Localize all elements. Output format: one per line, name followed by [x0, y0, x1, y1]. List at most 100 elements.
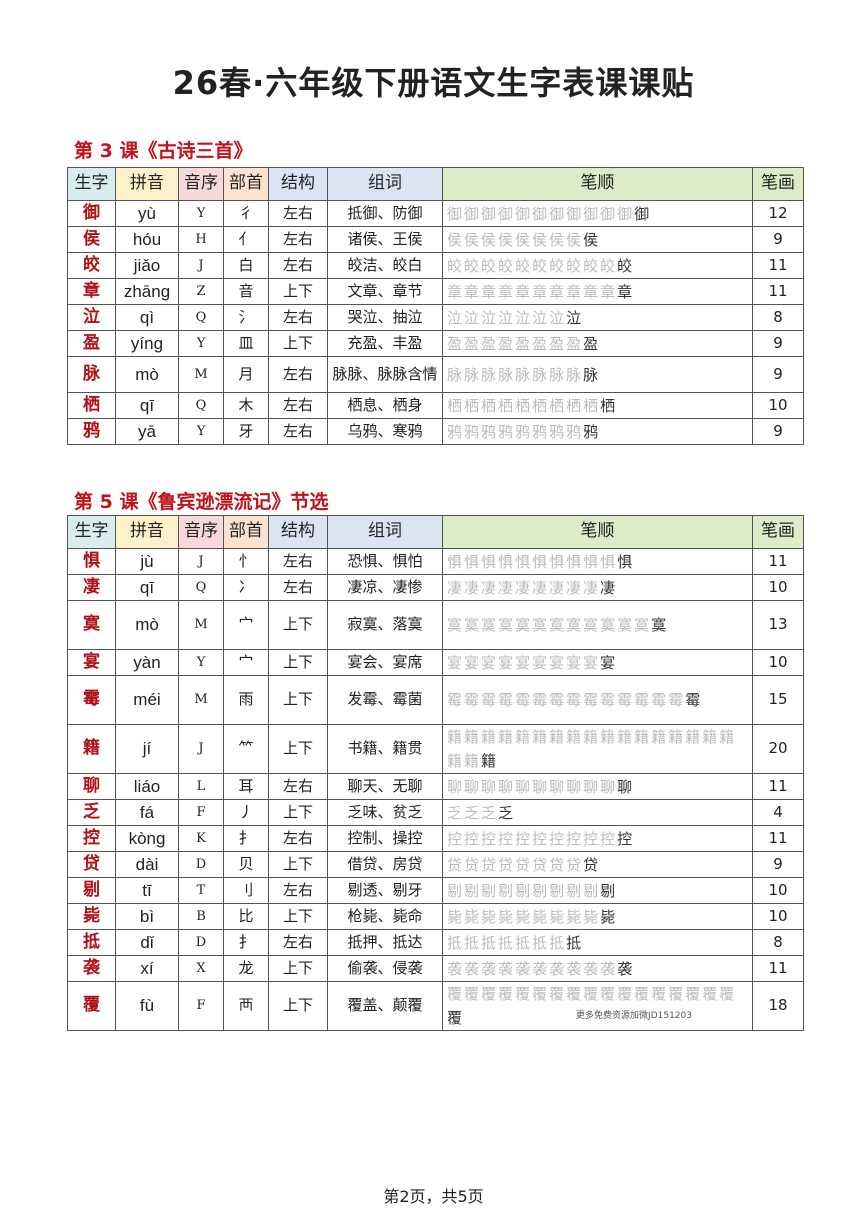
stroke-step: 袭: [515, 959, 533, 978]
stroke-step: 毙: [481, 907, 499, 926]
stroke-step: 籍: [464, 728, 482, 746]
stroke-step: 脉: [549, 365, 567, 384]
stroke-step: 剔: [549, 881, 567, 900]
stroke-step: 覆: [498, 985, 516, 1003]
cell-stroke-count: 9: [752, 356, 804, 393]
cell-stroke-count: 10: [752, 574, 804, 601]
cell-pinyin: yàn: [115, 649, 179, 676]
cell-initial: L: [178, 773, 224, 800]
lesson-3-title: 第 3 课《古诗三首》: [74, 140, 253, 162]
stroke-step: 聊: [600, 777, 618, 796]
stroke-order-sequence: 袭袭袭袭袭袭袭袭袭袭袭: [442, 955, 753, 982]
stroke-step: 御: [600, 204, 618, 223]
stroke-step: 盈: [498, 334, 516, 353]
cell-pinyin: qī: [115, 392, 179, 419]
cell-radical: 耳: [223, 773, 269, 800]
stroke-step: 袭: [566, 959, 584, 978]
header-pinyin: 拼音: [115, 515, 179, 549]
stroke-step: 聊: [481, 777, 499, 796]
stroke-step: 聊: [498, 777, 516, 796]
stroke-step: 惧: [498, 552, 516, 571]
stroke-order-sequence: 侯侯侯侯侯侯侯侯侯: [442, 226, 753, 253]
cell-structure: 左右: [268, 418, 328, 445]
stroke-step: 盈: [447, 334, 465, 353]
stroke-step: 宴: [549, 653, 567, 672]
table-row: 侯 hóu H 亻左右 诸侯、王侯 侯侯侯侯侯侯侯侯侯 9: [67, 226, 804, 253]
stroke-step: 泣: [532, 308, 550, 327]
page-title: 26春·六年级下册语文生字表课课贴: [172, 64, 695, 102]
table-row: 栖 qī Q 木左右 栖息、栖身 栖栖栖栖栖栖栖栖栖栖 10: [67, 392, 804, 419]
stroke-step: 毙: [532, 907, 550, 926]
cell-pinyin: fù: [115, 981, 179, 1031]
stroke-step: 宴: [481, 653, 499, 672]
cell-structure: 左右: [268, 877, 328, 904]
cell-radical: 忄: [223, 548, 269, 575]
header-radical: 部首: [223, 167, 269, 201]
stroke-step: 贷: [549, 855, 567, 874]
cell-stroke-count: 8: [752, 304, 804, 331]
cell-character: 剔: [67, 877, 116, 904]
header-pinyin: 拼音: [115, 167, 179, 201]
stroke-step: 栖: [566, 396, 584, 415]
stroke-step: 侯: [566, 230, 584, 249]
stroke-step: 乏: [481, 803, 499, 822]
stroke-step: 盈: [515, 334, 533, 353]
cell-words: 控制、操控: [327, 825, 443, 852]
stroke-step: 聊: [549, 777, 567, 796]
cell-structure: 左右: [268, 548, 328, 575]
stroke-order-sequence: 霉霉霉霉霉霉霉霉霉霉霉霉霉霉霉: [442, 675, 753, 725]
cell-structure: 左右: [268, 392, 328, 419]
cell-initial: Y: [178, 418, 224, 445]
stroke-order-sequence: 寞寞寞寞寞寞寞寞寞寞寞寞寞: [442, 600, 753, 650]
stroke-step: 剔: [498, 881, 516, 900]
cell-stroke-count: 11: [752, 955, 804, 982]
stroke-step: 惧: [464, 552, 482, 571]
cell-structure: 上下: [268, 955, 328, 982]
table-row: 覆 fù F 襾上下 覆盖、颠覆 覆覆覆覆覆覆覆覆覆覆覆覆覆覆覆覆覆覆 更多免费资源加微JD…: [67, 981, 804, 1031]
stroke-step: 籍: [719, 728, 737, 746]
stroke-step: 霉: [532, 691, 550, 709]
cell-words: 凄凉、凄惨: [327, 574, 443, 601]
cell-initial: Q: [178, 392, 224, 419]
stroke-order-sequence: 覆覆覆覆覆覆覆覆覆覆覆覆覆覆覆覆覆覆 更多免费资源加微JD151203: [442, 981, 753, 1031]
table-row: 贷 dài D 贝上下 借贷、房贷 贷贷贷贷贷贷贷贷贷 9: [67, 851, 804, 878]
header-words: 组词: [327, 515, 443, 549]
watermark: 更多免费资源加微JD151203: [576, 1011, 692, 1021]
cell-character: 御: [67, 200, 116, 227]
cell-character: 袭: [67, 955, 116, 982]
cell-structure: 左右: [268, 252, 328, 279]
cell-pinyin: yíng: [115, 330, 179, 357]
stroke-step: 御: [515, 204, 533, 223]
stroke-step: 覆: [685, 985, 703, 1003]
stroke-order-sequence: 章章章章章章章章章章章: [442, 278, 753, 305]
cell-character: 凄: [67, 574, 116, 601]
table-row: 抵 dǐ D 扌左右 抵押、抵达 抵抵抵抵抵抵抵抵 8: [67, 929, 804, 956]
table-row: 毙 bì B 比上下 枪毙、毙命 毙毙毙毙毙毙毙毙毙毙 10: [67, 903, 804, 930]
stroke-step: 凄: [481, 578, 499, 597]
cell-stroke-count: 4: [752, 799, 804, 826]
stroke-step: 惧: [600, 552, 618, 571]
cell-pinyin: kòng: [115, 825, 179, 852]
cell-structure: 左右: [268, 356, 328, 393]
cell-stroke-count: 8: [752, 929, 804, 956]
header-character: 生字: [67, 515, 116, 549]
stroke-step: 寞: [498, 616, 516, 634]
cell-words: 聊天、无聊: [327, 773, 443, 800]
cell-character: 霉: [67, 675, 116, 725]
stroke-order-sequence: 乏乏乏乏: [442, 799, 753, 826]
cell-initial: Q: [178, 304, 224, 331]
stroke-order-sequence: 毙毙毙毙毙毙毙毙毙毙: [442, 903, 753, 930]
stroke-step: 章: [549, 282, 567, 301]
cell-radical: ⺮: [223, 724, 269, 774]
stroke-step: 凄: [566, 578, 584, 597]
stroke-step: 贷: [481, 855, 499, 874]
header-stroke-count: 笔画: [752, 515, 804, 549]
stroke-step: 侯: [532, 230, 550, 249]
stroke-step: 御: [481, 204, 499, 223]
stroke-step: 毙: [515, 907, 533, 926]
cell-structure: 上下: [268, 649, 328, 676]
stroke-step: 鸦: [464, 422, 482, 441]
cell-structure: 左右: [268, 226, 328, 253]
stroke-step: 覆: [515, 985, 533, 1003]
stroke-step: 侯: [583, 230, 601, 249]
